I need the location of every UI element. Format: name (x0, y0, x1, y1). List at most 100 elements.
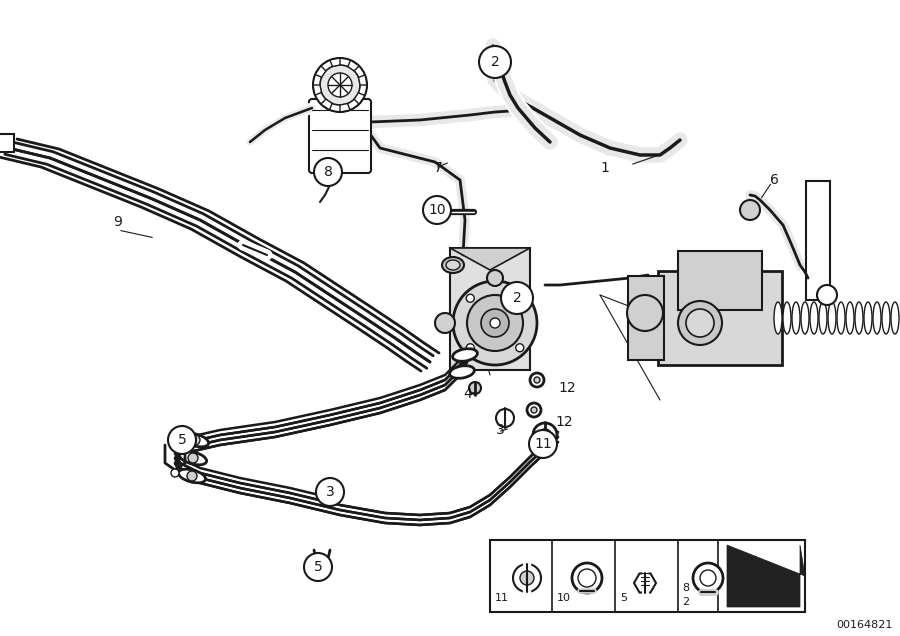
Circle shape (168, 426, 196, 454)
Circle shape (516, 294, 524, 302)
Circle shape (187, 471, 197, 481)
Polygon shape (330, 58, 340, 66)
FancyBboxPatch shape (628, 276, 664, 360)
Ellipse shape (783, 302, 791, 334)
Ellipse shape (801, 302, 809, 334)
Text: 8: 8 (324, 165, 332, 179)
Circle shape (529, 430, 557, 458)
Circle shape (481, 309, 509, 337)
FancyBboxPatch shape (0, 134, 14, 152)
Ellipse shape (846, 302, 854, 334)
Circle shape (171, 469, 179, 477)
Circle shape (320, 65, 360, 105)
Circle shape (313, 58, 367, 112)
Circle shape (700, 570, 716, 586)
Text: 7: 7 (434, 161, 443, 175)
Circle shape (328, 73, 352, 97)
Polygon shape (340, 104, 350, 112)
FancyBboxPatch shape (806, 181, 830, 300)
Polygon shape (313, 85, 321, 95)
Circle shape (578, 569, 596, 587)
Text: 11: 11 (534, 437, 552, 451)
Ellipse shape (442, 257, 464, 273)
FancyBboxPatch shape (490, 540, 805, 612)
Circle shape (686, 309, 714, 337)
Circle shape (479, 46, 511, 78)
Circle shape (501, 282, 533, 314)
Text: 12: 12 (558, 381, 576, 395)
Circle shape (678, 301, 722, 345)
Polygon shape (727, 545, 805, 607)
Circle shape (817, 285, 837, 305)
Circle shape (740, 200, 760, 220)
Text: 10: 10 (557, 593, 571, 603)
Circle shape (316, 478, 344, 506)
Text: 5: 5 (313, 560, 322, 574)
Text: 2: 2 (491, 55, 500, 69)
Circle shape (534, 377, 540, 383)
Ellipse shape (819, 302, 827, 334)
Ellipse shape (873, 302, 881, 334)
Text: 2: 2 (513, 291, 521, 305)
Circle shape (188, 453, 198, 463)
Ellipse shape (828, 302, 836, 334)
Text: 4: 4 (464, 387, 472, 401)
Circle shape (469, 382, 481, 394)
Circle shape (466, 343, 474, 352)
Ellipse shape (855, 302, 863, 334)
Text: 3: 3 (326, 485, 335, 499)
Circle shape (520, 571, 534, 585)
Polygon shape (347, 60, 359, 71)
Ellipse shape (182, 433, 209, 447)
Text: 5: 5 (620, 593, 627, 603)
Ellipse shape (810, 302, 818, 334)
FancyBboxPatch shape (678, 251, 762, 310)
Circle shape (539, 429, 551, 441)
Text: 8: 8 (682, 583, 689, 593)
Circle shape (496, 409, 514, 427)
Ellipse shape (179, 451, 207, 465)
Circle shape (435, 313, 455, 333)
Circle shape (533, 423, 557, 447)
Circle shape (627, 295, 663, 331)
Circle shape (487, 270, 503, 286)
Text: 1: 1 (600, 161, 609, 175)
Polygon shape (450, 248, 530, 270)
Text: 9: 9 (113, 215, 122, 229)
Circle shape (516, 343, 524, 352)
Polygon shape (358, 75, 367, 85)
Circle shape (531, 407, 537, 413)
Ellipse shape (792, 302, 800, 334)
Circle shape (527, 403, 541, 417)
Text: 00164821: 00164821 (837, 620, 893, 630)
Text: 3: 3 (496, 423, 504, 437)
Text: 6: 6 (770, 173, 778, 187)
Text: 11: 11 (495, 593, 509, 603)
Text: 5: 5 (177, 433, 186, 447)
Polygon shape (321, 99, 332, 110)
Circle shape (467, 295, 523, 351)
Polygon shape (354, 93, 364, 104)
Circle shape (190, 435, 200, 445)
FancyBboxPatch shape (658, 271, 782, 365)
Polygon shape (315, 66, 326, 77)
Circle shape (572, 563, 602, 593)
Circle shape (423, 196, 451, 224)
Text: 2: 2 (682, 597, 689, 607)
Ellipse shape (882, 302, 890, 334)
Ellipse shape (774, 302, 782, 334)
Circle shape (530, 373, 544, 387)
Circle shape (693, 563, 723, 593)
Ellipse shape (453, 349, 477, 361)
Ellipse shape (864, 302, 872, 334)
Circle shape (466, 294, 474, 302)
Circle shape (304, 553, 332, 581)
Circle shape (314, 158, 342, 186)
FancyBboxPatch shape (309, 99, 371, 173)
Ellipse shape (450, 366, 474, 378)
Ellipse shape (891, 302, 899, 334)
Text: 12: 12 (555, 415, 572, 429)
Circle shape (453, 281, 537, 365)
Ellipse shape (837, 302, 845, 334)
Ellipse shape (446, 260, 460, 270)
